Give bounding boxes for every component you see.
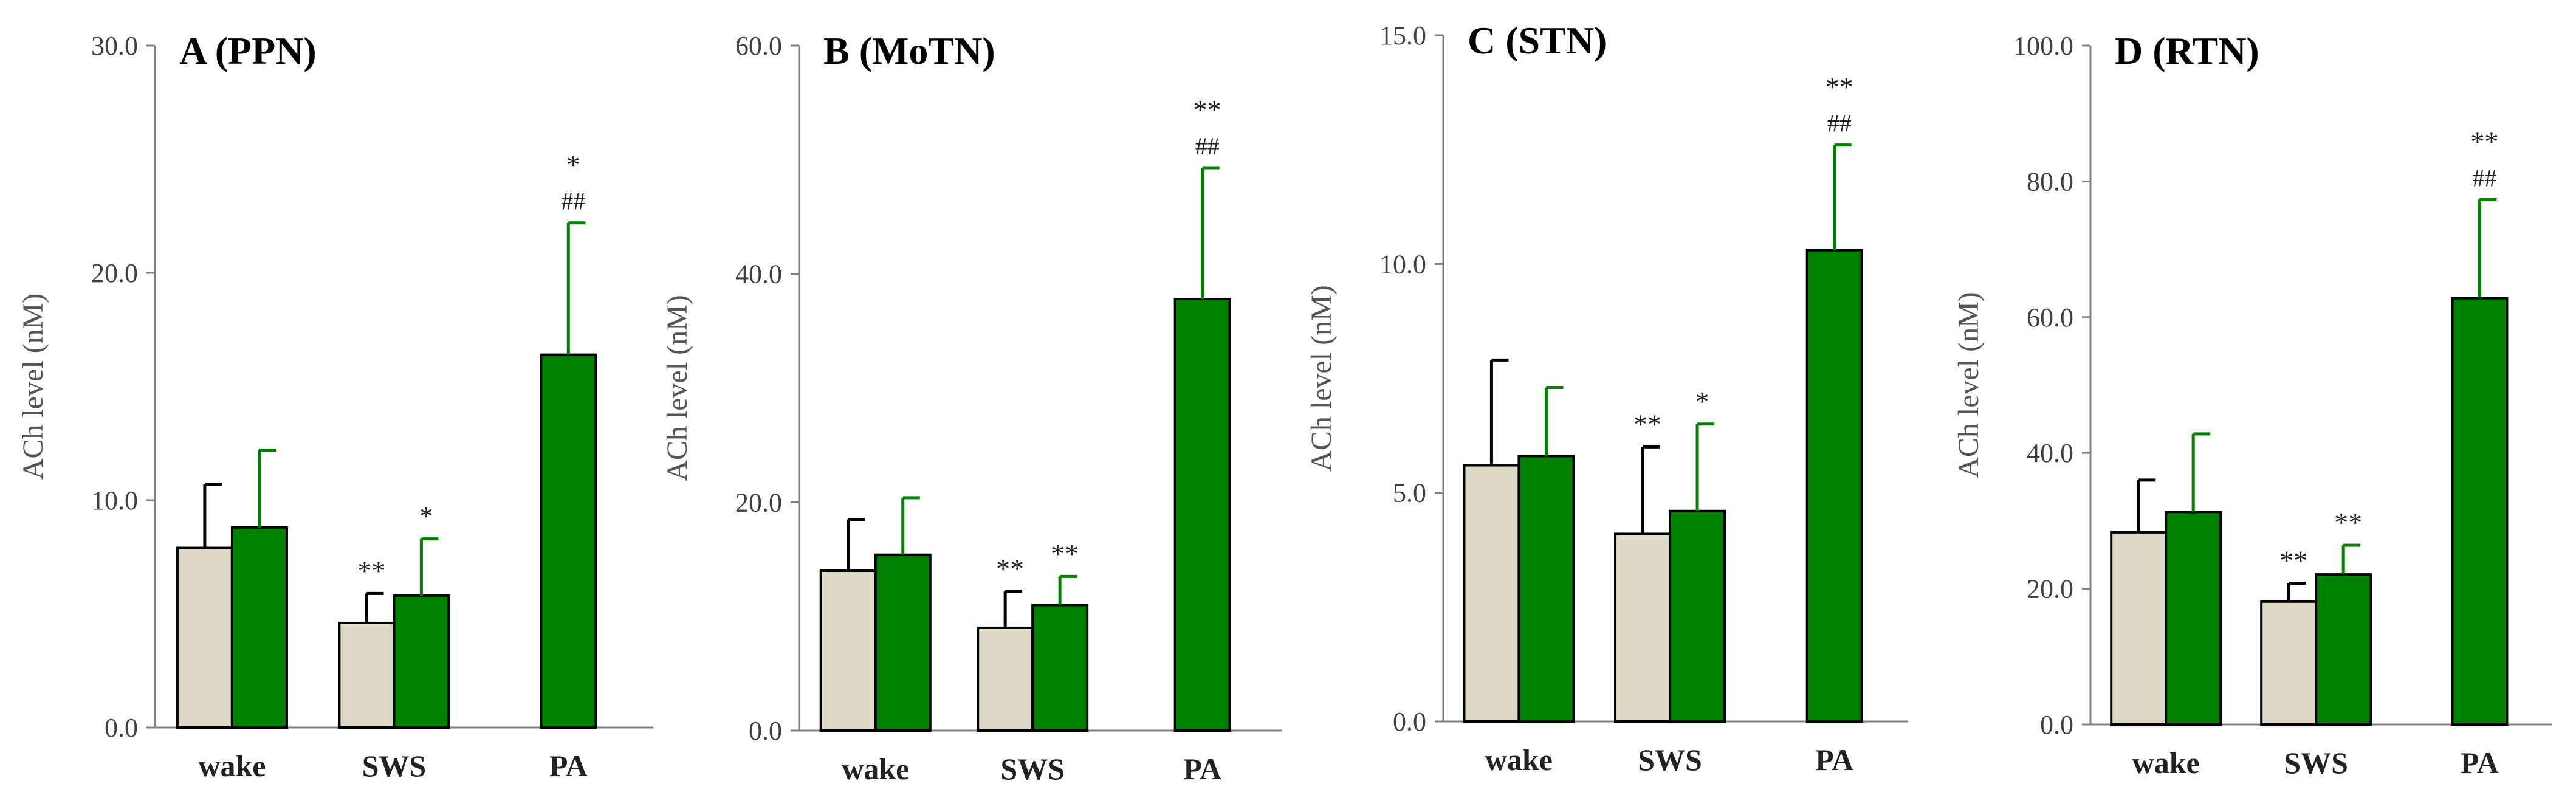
- y-tick-label: 20.0: [735, 487, 782, 517]
- y-tick-label: 10.0: [1379, 249, 1426, 279]
- significance-hash-label: ##: [1195, 132, 1220, 160]
- bar-beige-sws: [977, 626, 1034, 732]
- significance-star-label: **: [1051, 538, 1079, 569]
- significance-star-label: **: [1633, 408, 1661, 439]
- y-tick-label: 60.0: [2027, 303, 2073, 332]
- bar-green-wake: [2165, 511, 2222, 726]
- bar-beige-wake: [2110, 531, 2168, 726]
- y-tick-label: 60.0: [735, 31, 782, 61]
- bar-green-sws: [1669, 509, 1726, 723]
- y-tick-label: 20.0: [2027, 574, 2073, 604]
- bar-green-sws: [2315, 573, 2372, 726]
- significance-star-label: *: [1695, 386, 1709, 417]
- significance-hash-label: ##: [2472, 165, 2496, 192]
- x-category-label: wake: [2132, 746, 2200, 780]
- x-category-label: PA: [549, 749, 588, 783]
- significance-star-label: **: [996, 553, 1024, 584]
- significance-star-label: **: [357, 555, 385, 586]
- bar-beige-wake: [819, 569, 877, 732]
- significance-hash-label: ##: [1827, 110, 1852, 137]
- y-tick-label: 0.0: [105, 713, 138, 743]
- x-category-label: PA: [1815, 743, 1853, 777]
- bar-green-pa: [1805, 249, 1863, 723]
- x-category-label: SWS: [2284, 746, 2348, 780]
- significance-star-label: **: [1194, 94, 1221, 125]
- x-category-label: SWS: [1000, 752, 1065, 786]
- panel-title: A (PPN): [179, 29, 317, 72]
- x-category-label: PA: [1183, 752, 1221, 786]
- y-tick-label: 10.0: [91, 486, 138, 515]
- bar-beige-wake: [176, 546, 233, 729]
- y-tick-label: 0.0: [1393, 707, 1426, 737]
- y-axis-title: ACh level (nM): [1305, 285, 1338, 472]
- y-axis-title: ACh level (nM): [17, 294, 49, 480]
- bar-green-pa: [1173, 297, 1231, 732]
- y-tick-label: 0.0: [749, 716, 782, 746]
- bar-beige-wake: [1463, 464, 1520, 723]
- bar-beige-sws: [1614, 532, 1672, 723]
- bar-green-wake: [230, 526, 288, 729]
- y-tick-label: 40.0: [735, 260, 782, 289]
- y-tick-label: 100.0: [2013, 31, 2073, 61]
- x-category-label: wake: [1485, 743, 1553, 777]
- bar-green-pa: [2451, 297, 2509, 726]
- bar-green-pa: [540, 353, 597, 729]
- bar-green-wake: [1517, 455, 1575, 723]
- x-category-label: SWS: [1638, 743, 1702, 777]
- significance-star-label: **: [1826, 72, 1853, 103]
- panel-title: B (MoTN): [823, 29, 995, 72]
- significance-star-label: *: [566, 150, 580, 181]
- y-tick-label: 20.0: [91, 258, 138, 288]
- x-category-label: wake: [198, 749, 266, 783]
- y-tick-label: 80.0: [2027, 167, 2073, 196]
- y-tick-label: 30.0: [91, 31, 138, 61]
- y-tick-label: 40.0: [2027, 438, 2073, 468]
- y-tick-label: 0.0: [2040, 710, 2073, 740]
- significance-star-label: *: [419, 501, 433, 532]
- y-tick-label: 5.0: [1393, 478, 1426, 508]
- bar-green-wake: [874, 553, 932, 732]
- x-category-label: SWS: [362, 749, 427, 783]
- significance-star-label: **: [2470, 126, 2498, 157]
- significance-star-label: **: [2279, 545, 2307, 576]
- bar-beige-sws: [338, 621, 396, 729]
- y-axis-title: ACh level (nM): [1953, 292, 1985, 478]
- bar-green-sws: [393, 594, 450, 729]
- bar-green-sws: [1031, 604, 1089, 732]
- x-category-label: wake: [842, 752, 909, 786]
- bar-beige-sws: [2260, 600, 2318, 726]
- panel-title: D (RTN): [2115, 29, 2259, 72]
- significance-hash-label: ##: [561, 188, 585, 215]
- significance-star-label: **: [2334, 507, 2362, 538]
- x-category-label: PA: [2461, 746, 2499, 780]
- y-axis-title: ACh level (nM): [661, 295, 693, 481]
- y-tick-label: 15.0: [1379, 21, 1426, 50]
- panel-title: C (STN): [1468, 19, 1607, 62]
